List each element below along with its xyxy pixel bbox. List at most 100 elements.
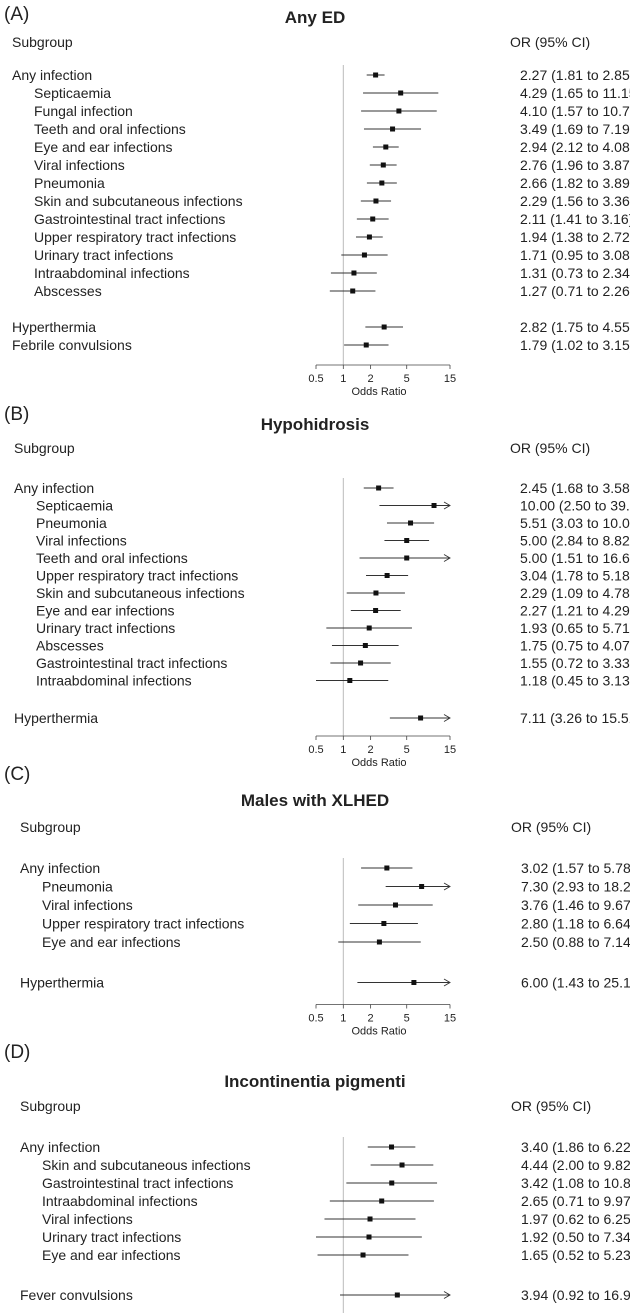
x-tick-label: 1 <box>340 1013 346 1025</box>
or-ci-text: 2.66 (1.82 to 3.89) <box>520 175 630 191</box>
row-label: Viral infections <box>36 533 127 549</box>
or-ci-text: 2.76 (1.96 to 3.87) <box>520 157 630 173</box>
or-ci-text: 3.94 (0.92 to 16.95) <box>521 1287 630 1303</box>
or-ci-text: 5.00 (1.51 to 16.60) <box>520 550 630 566</box>
row-label: Pneumonia <box>36 515 107 531</box>
or-ci-text: 3.04 (1.78 to 5.18) <box>520 568 630 584</box>
x-tick-label: 0.5 <box>308 1013 323 1025</box>
row-label: Hyperthermia <box>20 975 104 991</box>
panel-label: (C) <box>4 764 30 785</box>
row-label: Skin and subcutaneous infections <box>42 1157 251 1173</box>
point-estimate <box>363 342 369 348</box>
point-estimate <box>376 485 382 491</box>
or-ci-text: 6.00 (1.43 to 25.11) <box>521 975 630 991</box>
x-tick-label: 0.5 <box>308 373 323 385</box>
row-label: Gastrointestinal tract infections <box>36 655 227 671</box>
panel-title: Hypohidrosis <box>261 415 370 434</box>
or-ci-header: OR (95% CI) <box>510 440 590 456</box>
point-estimate <box>376 939 382 945</box>
row-label: Eye and ear infections <box>42 1247 181 1263</box>
or-ci-text: 3.42 (1.08 to 10.80) <box>521 1175 630 1191</box>
or-ci-header: OR (95% CI) <box>511 819 591 835</box>
or-ci-text: 2.27 (1.81 to 2.85) <box>520 67 630 83</box>
row-label: Abscesses <box>36 638 104 654</box>
or-ci-text: 1.94 (1.38 to 2.72) <box>520 229 630 245</box>
x-tick-label: 5 <box>404 373 410 385</box>
point-estimate <box>418 715 424 721</box>
point-estimate <box>351 270 357 276</box>
or-ci-text: 2.27 (1.21 to 4.29) <box>520 603 630 619</box>
point-estimate <box>389 1180 395 1186</box>
point-estimate <box>379 180 385 186</box>
or-ci-text: 1.18 (0.45 to 3.13) <box>520 673 630 689</box>
subgroup-header: Subgroup <box>14 440 75 456</box>
x-tick-label: 15 <box>444 1013 456 1025</box>
ci-arrow <box>443 554 451 562</box>
point-estimate <box>390 126 396 132</box>
point-estimate <box>373 72 379 78</box>
row-label: Eye and ear infections <box>42 934 181 950</box>
point-estimate <box>394 1292 400 1298</box>
point-estimate <box>398 90 404 96</box>
subgroup-header: Subgroup <box>20 1098 81 1114</box>
point-estimate <box>362 643 368 648</box>
point-estimate <box>408 520 414 526</box>
point-estimate <box>384 865 390 871</box>
point-estimate <box>367 1216 373 1222</box>
x-tick-label: 2 <box>368 1013 374 1025</box>
point-estimate <box>384 573 390 578</box>
or-ci-text: 2.11 (1.41 to 3.16) <box>520 211 630 227</box>
or-ci-text: 2.45 (1.68 to 3.58) <box>520 480 630 496</box>
or-ci-header: OR (95% CI) <box>511 1098 591 1114</box>
point-estimate <box>366 1234 372 1240</box>
row-label: Upper respiratory tract infections <box>36 568 238 584</box>
point-estimate <box>383 144 389 150</box>
panel-label: (A) <box>4 4 29 25</box>
or-ci-text: 1.27 (0.71 to 2.26) <box>520 283 630 299</box>
point-estimate <box>379 1198 385 1204</box>
row-label: Fever convulsions <box>20 1287 133 1303</box>
point-estimate <box>431 503 437 508</box>
or-ci-text: 1.65 (0.52 to 5.23) <box>521 1247 630 1263</box>
point-estimate <box>419 884 425 889</box>
x-axis-label: Odds Ratio <box>351 1026 406 1038</box>
row-label: Gastrointestinal tract infections <box>42 1175 233 1191</box>
x-tick-label: 2 <box>368 373 374 385</box>
point-estimate <box>361 252 367 258</box>
x-tick-label: 1 <box>340 373 346 385</box>
or-ci-text: 4.10 (1.57 to 10.71) <box>520 103 630 119</box>
point-estimate <box>366 234 372 240</box>
or-ci-text: 10.00 (2.50 to 39.99) <box>520 498 630 514</box>
ci-arrow <box>443 501 451 510</box>
or-ci-text: 4.29 (1.65 to 11.15) <box>520 85 630 101</box>
or-ci-text: 1.92 (0.50 to 7.34) <box>521 1229 630 1245</box>
or-ci-text: 3.02 (1.57 to 5.78) <box>521 860 630 876</box>
row-label: Skin and subcutaneous infections <box>34 193 243 209</box>
point-estimate <box>411 980 417 985</box>
row-label: Any infection <box>12 67 92 83</box>
or-ci-text: 2.50 (0.88 to 7.14) <box>521 934 630 950</box>
row-label: Pneumonia <box>34 175 105 191</box>
row-label: Intraabdominal infections <box>36 673 192 689</box>
row-label: Fungal infection <box>34 103 133 119</box>
row-label: Abscesses <box>34 283 102 299</box>
or-ci-text: 1.97 (0.62 to 6.25) <box>521 1211 630 1227</box>
row-label: Hyperthermia <box>14 710 98 726</box>
row-label: Gastrointestinal tract infections <box>34 211 225 227</box>
ci-arrow <box>443 1291 451 1299</box>
point-estimate <box>373 608 379 613</box>
x-tick-label: 5 <box>404 744 410 756</box>
or-ci-text: 1.93 (0.65 to 5.71) <box>520 620 630 636</box>
or-ci-text: 2.80 (1.18 to 6.64) <box>521 916 630 932</box>
point-estimate <box>399 1162 405 1168</box>
or-ci-text: 4.44 (2.00 to 9.82) <box>521 1157 630 1173</box>
or-ci-text: 1.71 (0.95 to 3.08) <box>520 247 630 263</box>
or-ci-text: 5.00 (2.84 to 8.82) <box>520 533 630 549</box>
or-ci-text: 7.30 (2.93 to 18.21) <box>521 879 630 895</box>
point-estimate <box>380 162 386 168</box>
or-ci-header: OR (95% CI) <box>510 34 590 50</box>
x-tick-label: 15 <box>444 744 456 756</box>
row-label: Febrile convulsions <box>12 337 132 353</box>
point-estimate <box>358 660 364 666</box>
